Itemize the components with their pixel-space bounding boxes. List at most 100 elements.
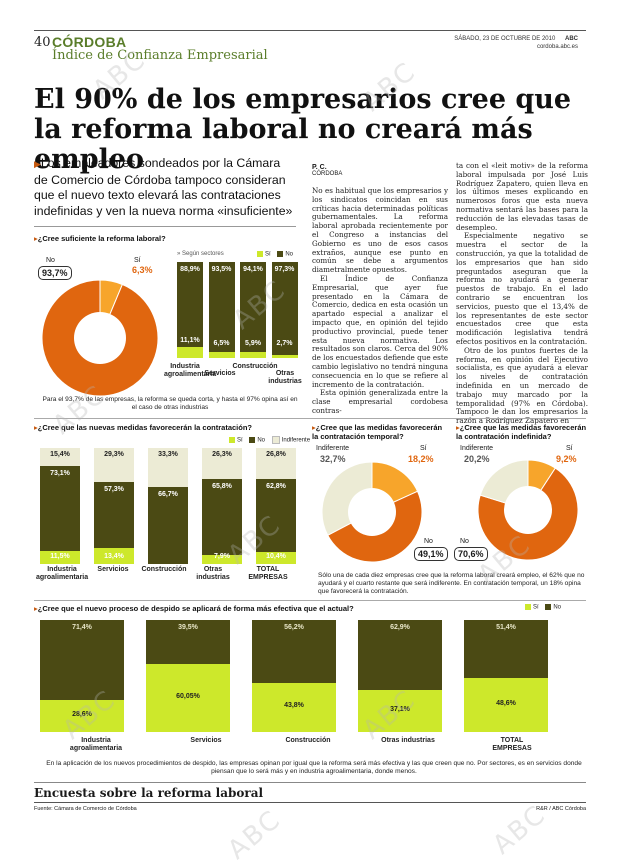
legend-no-label: No <box>553 604 562 611</box>
chart3-ind-value: 32,7% <box>320 454 346 464</box>
chart2-value-no: 62,8% <box>266 483 286 491</box>
chart5-bar-no <box>146 620 230 665</box>
article-paragraph: Especialmente negativo se muestra el sec… <box>456 231 588 346</box>
article-column-2: ta con el «leit motiv» de la reforma lab… <box>456 161 588 426</box>
chart2-bar-no <box>40 465 80 551</box>
chart2-cat-label: Servicios <box>97 566 129 573</box>
dateline: SÁBADO, 23 DE OCTUBRE DE 2010 ABC cordob… <box>454 35 578 51</box>
chart2-legend: Sí No Indiferente <box>224 436 310 444</box>
chart2-bar-indiferente <box>94 448 134 482</box>
chart1-bar-no <box>271 262 298 356</box>
chart5-cat-label: TOTAL EMPRESAS <box>492 737 532 752</box>
chart2-value-indiferente: 26,3% <box>212 451 232 458</box>
chart1-si-label: Sí <box>134 257 141 264</box>
chart2-value-indiferente: 33,3% <box>158 451 178 458</box>
chart1-value-si: 11,1% <box>180 337 200 345</box>
chart2-cat-label: Construcción <box>141 566 187 573</box>
chart5-caption: En la aplicación de los nuevos procedimi… <box>46 760 582 775</box>
legend-no-swatch <box>545 604 552 610</box>
subsection-title: Índice de Confianza Empresarial <box>52 48 268 63</box>
article-paragraph: Esta opinión generalizada entre la clase… <box>312 388 448 415</box>
legend-si-swatch <box>229 437 235 443</box>
chart2-bar-si <box>40 550 80 564</box>
chart5-value-no: 62,9% <box>390 624 410 631</box>
chart2-cat-label: TOTAL EMPRESAS <box>248 566 288 581</box>
chart1-bars: 88,9% 11,1% 93,5% 6,5% 94,1% 5,9% 97,3% 2,7% <box>177 262 302 358</box>
chart4-no-label: No <box>460 538 469 545</box>
byline-author: P. C. <box>312 164 327 171</box>
article-paragraph: ta con el «leit motiv» de la reforma lab… <box>456 161 588 232</box>
legend-si-label: Sí <box>237 437 243 444</box>
chart1-cat-label: Otras industrias <box>268 370 302 385</box>
chart5-value-no: 51,4% <box>496 624 516 631</box>
chart5-bar-no <box>252 620 336 683</box>
legend-si-swatch <box>525 604 531 610</box>
chart1-value-no: 97,3% <box>274 266 295 273</box>
footer-title: Encuesta sobre la reforma laboral <box>34 786 264 800</box>
chart1-caption: Para el 93,7% de las empresas, la reform… <box>42 396 298 411</box>
chart1-value-no: 94,1% <box>243 266 263 273</box>
chart5-value-si: 60,05% <box>176 693 200 701</box>
chart1-value-no: 93,5% <box>211 266 232 273</box>
chart1-cat-label: Construcción <box>232 363 278 370</box>
chart1-sector-title: » Según sectores <box>177 251 224 257</box>
chart2-value-no: 65,8% <box>212 482 232 490</box>
chart1-bar-si <box>177 347 203 358</box>
chart5-bar-no <box>358 620 442 691</box>
date: SÁBADO, 23 DE OCTUBRE DE 2010 <box>454 36 556 42</box>
chart1-no-value: 93,7% <box>38 266 72 280</box>
chart2-bar-no <box>202 478 242 555</box>
chart5-value-si: 48,6% <box>496 699 516 707</box>
chart1-question: ▸¿Cree suficiente la reforma laboral? <box>34 234 166 243</box>
chart4-no-value: 70,6% <box>454 547 488 561</box>
chart2-cat-label: Industria agroalimentaria <box>36 566 89 581</box>
chart2-bar-indiferente <box>148 448 188 487</box>
chart5-bar-no <box>464 620 548 678</box>
legend-si-swatch <box>257 251 263 257</box>
chart1-value-si: 6,5% <box>213 340 230 347</box>
legend-no-swatch <box>249 437 256 443</box>
chart2-value-indiferente: 29,3% <box>104 451 124 458</box>
chart5-value-si: 43,8% <box>284 702 304 710</box>
chart5-bar-si <box>358 690 442 732</box>
chart4-question: ▸¿Cree que las medidas favorecerán la co… <box>456 423 587 441</box>
chart5-bars: 71,4% 28,6% 39,5% 60,05% 56,2% 43,8% 62,9% 37,1… <box>40 620 588 732</box>
chart4-ind-label: Indiferente <box>460 445 494 452</box>
chart1-si-value: 6,3% <box>132 265 153 275</box>
chart5-value-si: 37,1% <box>390 706 410 714</box>
chart5-value-si: 28,6% <box>72 710 92 718</box>
chart5-bar-si <box>146 664 230 732</box>
chart2-value-indiferente: 26,8% <box>266 451 286 458</box>
chart5-cat-label: Otras industrias <box>381 737 435 744</box>
chart2-bar-indiferente <box>202 448 242 479</box>
chart5-legend: Sí No <box>520 604 561 611</box>
chart2-bar-si <box>202 554 242 564</box>
legend-ind-swatch <box>271 436 280 444</box>
chart1-cat-label: Industria agroalimentaria <box>164 363 217 378</box>
chart5-value-no: 56,2% <box>284 624 304 631</box>
page-number: 40 <box>34 35 51 50</box>
chart2-value-no: 66,7% <box>158 490 178 498</box>
chart1-bar-no <box>240 262 266 353</box>
chart2-value-indiferente: 15,4% <box>50 451 70 458</box>
chart3-ind-label: Indiferente <box>316 445 350 452</box>
chart5-value-no: 71,4% <box>72 624 92 631</box>
chart5-cat-label: Servicios <box>190 737 222 744</box>
article-paragraph: El Índice de Confianza Empresarial, que … <box>312 273 448 389</box>
lead-paragraph: ▶Los empleadores sondeados por la Cámara… <box>34 156 293 218</box>
chart1-bar-si <box>240 352 266 358</box>
article-paragraph: Otro de los puntos fuertes de la reforma… <box>456 345 588 426</box>
brand-logo: ABC <box>565 36 578 42</box>
chart1-no-label: No <box>46 257 55 264</box>
legend-no-swatch <box>277 251 284 257</box>
chart5-bar-si <box>252 682 336 732</box>
chart3-si-label: Sí <box>420 445 427 452</box>
chart2-value-si: 11,5% <box>50 553 70 560</box>
chart5-bar-si <box>464 677 548 732</box>
section-title: CÓRDOBA <box>52 34 127 50</box>
chart1-value-no: 88,9% <box>180 266 200 273</box>
chart3-no-label: No <box>424 538 433 545</box>
chart34-caption: Sólo una de cada diez empresas cree que … <box>318 572 585 595</box>
chart1-value-si: 2,7% <box>276 340 293 347</box>
headline: El 90% de los empresarios cree que la re… <box>34 84 572 175</box>
